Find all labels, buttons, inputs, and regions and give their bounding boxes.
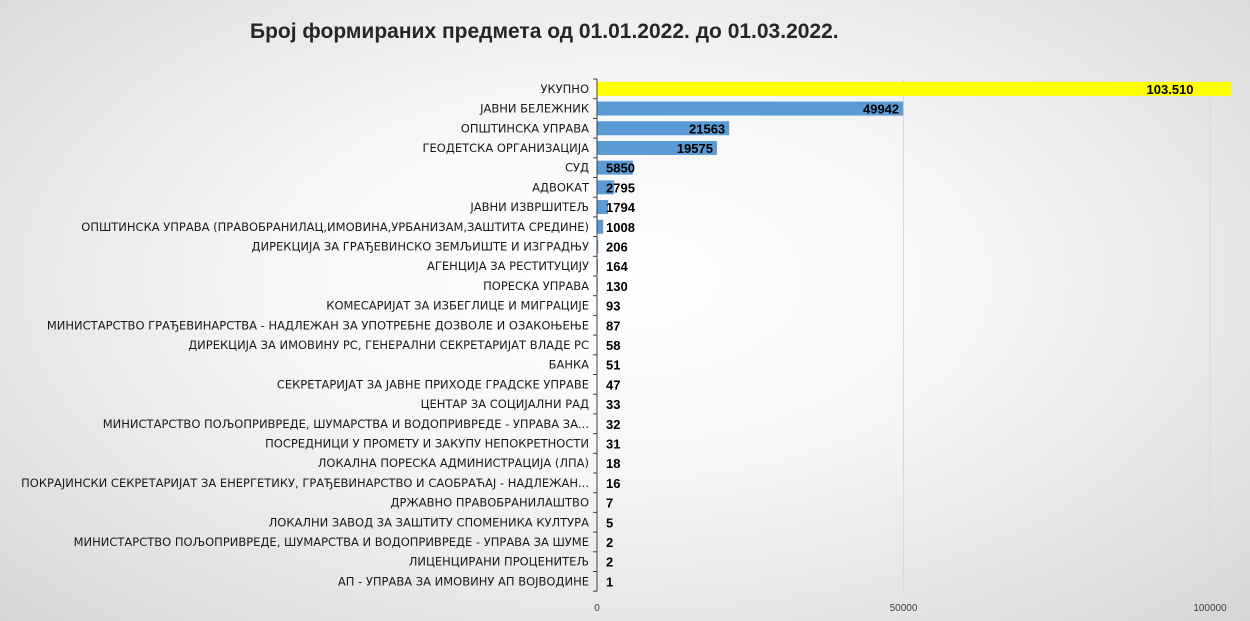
chart-title: Број формираних предмета од 01.01.2022. … [250,20,839,43]
value-label-24: 2 [606,555,613,570]
value-label-9: 164 [606,259,628,274]
bar-5 [597,180,615,195]
bar-3 [597,140,717,155]
value-label-18: 31 [606,436,620,451]
category-label-18: ПОСРЕДНИЦИ У ПРОМЕТУ И ЗАКУПУ НЕПОКРЕТНО… [265,436,589,450]
value-label-11: 93 [606,299,620,314]
value-label-2: 21563 [689,121,725,136]
bar-0 [597,81,1232,96]
value-label-8: 206 [606,239,628,254]
value-label-22: 5 [606,515,613,530]
value-label-13: 58 [606,338,620,353]
value-label-16: 33 [606,397,620,412]
category-label-10: ПОРЕСКА УПРАВА [483,279,589,293]
category-label-1: ЈАВНИ БЕЛЕЖНИК [479,102,589,116]
category-label-2: ОПШТИНСКА УПРАВА [461,121,589,135]
value-label-1: 49942 [863,102,899,117]
bar-2 [597,121,730,136]
value-label-17: 32 [606,417,620,432]
category-label-9: АГЕНЦИЈА ЗА РЕСТИТУЦИЈУ [427,259,589,273]
category-label-14: БАНКА [549,358,590,372]
value-label-6: 1794 [606,200,636,215]
value-label-21: 7 [606,496,613,511]
value-label-19: 18 [606,456,620,471]
bar-8 [597,239,599,254]
category-label-22: ЛОКАЛНИ ЗАВОД ЗА ЗАШТИТУ СПОМЕНИКА КУЛТУ… [269,515,589,529]
category-label-24: ЛИЦЕНЦИРАНИ ПРОЦЕНИТЕЉ [409,555,589,569]
category-label-13: ДИРЕКЦИЈА ЗА ИМОВИНУ РС, ГЕНЕРАЛНИ СЕКРЕ… [188,338,589,352]
value-label-23: 2 [606,535,613,550]
category-label-21: ДРЖАВНО ПРАВОБРАНИЛАШТВО [390,496,589,510]
x-tick-label-0: 0 [594,603,600,614]
value-label-25: 1 [606,574,613,589]
category-label-23: МИНИСТАРСТВО ПОЉОПРИВРЕДЕ, ШУМАРСТВА И В… [74,535,589,549]
value-label-20: 16 [606,476,620,491]
value-label-5: 2795 [606,180,635,195]
value-label-14: 51 [606,358,620,373]
category-label-5: АДВОКАТ [532,180,590,194]
bar-6 [597,200,608,215]
value-label-15: 47 [606,377,620,392]
category-label-0: УКУПНО [540,82,589,96]
category-label-6: ЈАВНИ ИЗВРШИТЕЉ [469,200,589,214]
category-label-25: АП - УПРАВА ЗА ИМОВИНУ АП ВОЈВОДИНЕ [338,574,589,588]
bar-9 [597,259,599,274]
bar-1 [597,101,904,116]
category-label-12: МИНИСТАРСТВО ГРАЂЕВИНАРСТВА - НАДЛЕЖАН З… [47,318,589,332]
value-label-4: 5850 [606,161,635,176]
bar-7 [597,219,604,234]
value-label-10: 130 [606,279,628,294]
x-tick-label-50000: 50000 [890,603,918,614]
value-label-3: 19575 [677,141,713,156]
category-label-8: ДИРЕКЦИЈА ЗА ГРАЂЕВИНСКО ЗЕМЉИШТЕ И ИЗГР… [252,239,590,253]
category-label-17: МИНИСТАРСТВО ПОЉОПРИВРЕДЕ, ШУМАРСТВА И В… [103,417,589,431]
category-label-7: ОПШТИНСКА УПРАВА (ПРАВОБРАНИЛАЦ,ИМОВИНА,… [81,220,589,234]
category-label-11: КОМЕСАРИЈАТ ЗА ИЗБЕГЛИЦЕ И МИГРАЦИЈЕ [326,299,589,313]
category-label-19: ЛОКАЛНА ПОРЕСКА АДМИНИСТРАЦИЈА (ЛПА) [318,456,589,470]
value-label-0: 103.510 [1147,82,1194,97]
x-tick-label-100000: 100000 [1193,603,1227,614]
category-label-3: ГЕОДЕТСКА ОРГАНИЗАЦИЈА [423,141,590,155]
value-label-12: 87 [606,318,620,333]
value-label-7: 1008 [606,220,635,235]
category-label-4: СУД [565,161,589,175]
category-label-16: ЦЕНТАР ЗА СОЦИЈАЛНИ РАД [421,397,589,411]
bar-4 [597,160,633,175]
category-label-20: ПОКРАЈИНСКИ СЕКРЕТАРИЈАТ ЗА ЕНЕРГЕТИКУ, … [21,476,589,490]
category-label-15: СЕКРЕТАРИЈАТ ЗА ЈАВНЕ ПРИХОДЕ ГРАДСКЕ УП… [277,377,589,391]
